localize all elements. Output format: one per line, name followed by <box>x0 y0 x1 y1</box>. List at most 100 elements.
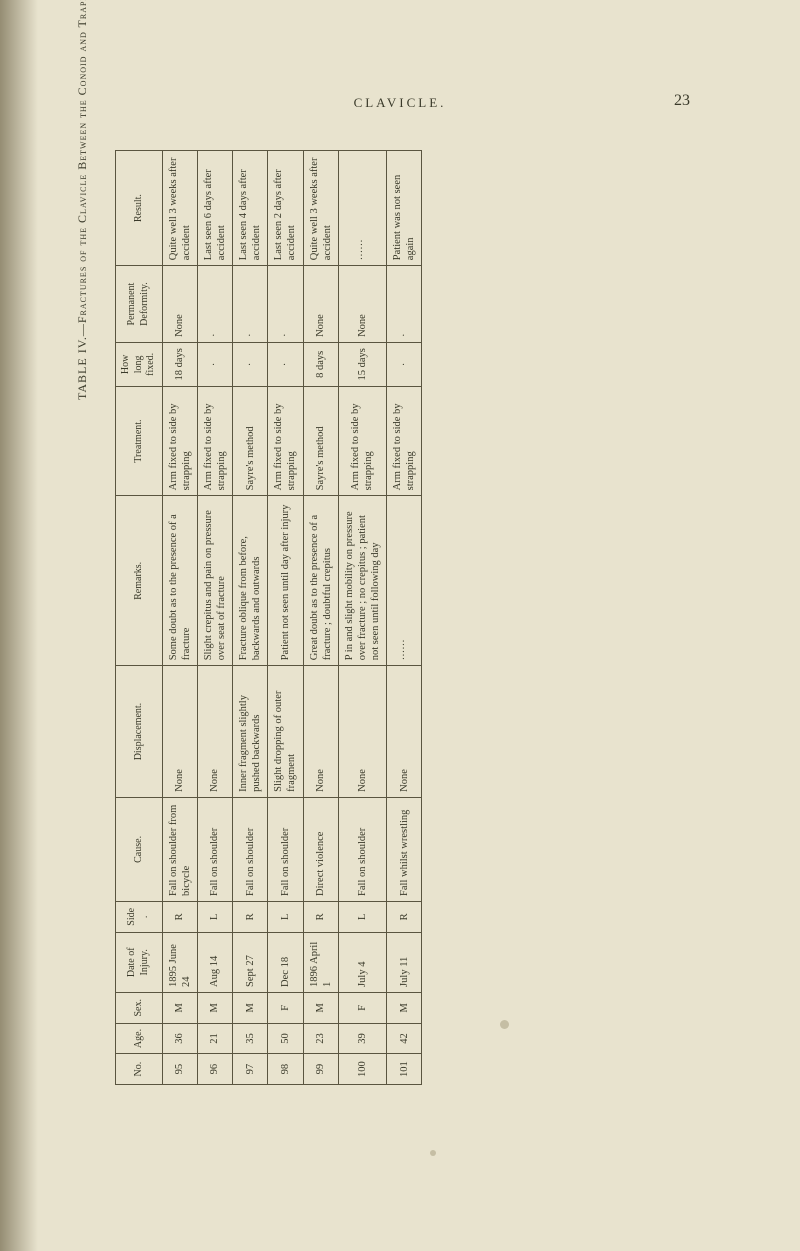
cell-howlong: 18 days <box>162 342 197 386</box>
cell-permanent: · <box>197 266 232 343</box>
table-caption: TABLE IV.—Fractures of the Clavicle Betw… <box>75 0 90 400</box>
table-header-row: No. Age. Sex. Date of Injury. Side. Caus… <box>116 151 163 1085</box>
cell-cause: Fall whilst wrestling <box>387 797 422 901</box>
cell-side: R <box>303 901 338 932</box>
cell-date: July 4 <box>338 932 386 992</box>
cell-treatment: Arm fixed to side by strapping <box>338 386 386 496</box>
cell-displacement: None <box>338 666 386 798</box>
cell-howlong: · <box>268 342 303 386</box>
cell-no: 101 <box>387 1054 422 1085</box>
cell-remarks: Fracture oblique from before, backwards … <box>233 496 268 666</box>
cell-sex: F <box>268 992 303 1023</box>
cell-side: R <box>162 901 197 932</box>
cell-permanent: None <box>303 266 338 343</box>
cell-result: Quite well 3 weeks after accident <box>303 151 338 266</box>
col-age: Age. <box>116 1023 163 1054</box>
cell-howlong: 8 days <box>303 342 338 386</box>
cell-displacement: None <box>387 666 422 798</box>
cell-treatment: Sayre's method <box>303 386 338 496</box>
cell-no: 95 <box>162 1054 197 1085</box>
cell-sex: M <box>303 992 338 1023</box>
cell-howlong: 15 days <box>338 342 386 386</box>
cell-sex: M <box>197 992 232 1023</box>
gutter-shadow <box>0 0 38 1251</box>
col-displacement: Displacement. <box>116 666 163 798</box>
cell-displacement: None <box>303 666 338 798</box>
col-no: No. <box>116 1054 163 1085</box>
col-date: Date of Injury. <box>116 932 163 992</box>
cell-age: 39 <box>338 1023 386 1054</box>
cell-cause: Direct violence <box>303 797 338 901</box>
table-body: 9536M1895 June 24RFall on shoulder from … <box>162 151 422 1085</box>
cell-result: Last seen 4 days after accident <box>233 151 268 266</box>
cell-side: L <box>268 901 303 932</box>
cell-sex: M <box>233 992 268 1023</box>
cell-remarks: Patient not seen until day after injury <box>268 496 303 666</box>
col-sex: Sex. <box>116 992 163 1023</box>
cell-date: 1896 April 1 <box>303 932 338 992</box>
cell-permanent: · <box>387 266 422 343</box>
cell-treatment: Arm fixed to side by strapping <box>268 386 303 496</box>
cell-displacement: None <box>162 666 197 798</box>
cell-remarks: P in and slight mobility on pressure ove… <box>338 496 386 666</box>
cell-treatment: Arm fixed to side by strapping <box>387 386 422 496</box>
cell-permanent: None <box>338 266 386 343</box>
cell-date: Aug 14 <box>197 932 232 992</box>
col-side: Side. <box>116 901 163 932</box>
cell-no: 97 <box>233 1054 268 1085</box>
cell-howlong: · <box>197 342 232 386</box>
cell-date: Dec 18 <box>268 932 303 992</box>
cell-result: ······ <box>338 151 386 266</box>
cell-no: 100 <box>338 1054 386 1085</box>
cell-displacement: Inner fragment slightly pushed backwards <box>233 666 268 798</box>
cell-cause: Fall on shoulder <box>338 797 386 901</box>
cell-no: 98 <box>268 1054 303 1085</box>
table-row: 9850FDec 18LFall on shoulderSlight dropp… <box>268 151 303 1085</box>
cell-age: 21 <box>197 1023 232 1054</box>
col-remarks: Remarks. <box>116 496 163 666</box>
cell-side: R <box>233 901 268 932</box>
cell-result: Last seen 2 days after accident <box>268 151 303 266</box>
cell-sex: M <box>162 992 197 1023</box>
cell-side: L <box>197 901 232 932</box>
table-row: 9536M1895 June 24RFall on shoulder from … <box>162 151 197 1085</box>
col-permanent: Permanent Deformity. <box>116 266 163 343</box>
table-row: 9735MSept 27RFall on shoulderInner fragm… <box>233 151 268 1085</box>
cell-permanent: · <box>268 266 303 343</box>
cell-howlong: · <box>387 342 422 386</box>
cell-result: Patient was not seen again <box>387 151 422 266</box>
cell-no: 96 <box>197 1054 232 1085</box>
cell-result: Quite well 3 weeks after accident <box>162 151 197 266</box>
foxing-spot <box>430 1150 436 1156</box>
cell-date: July 11 <box>387 932 422 992</box>
cell-side: R <box>387 901 422 932</box>
cell-treatment: Arm fixed to side by strapping <box>197 386 232 496</box>
cell-treatment: Arm fixed to side by strapping <box>162 386 197 496</box>
cell-howlong: · <box>233 342 268 386</box>
cell-age: 42 <box>387 1023 422 1054</box>
cell-sex: M <box>387 992 422 1023</box>
foxing-spot <box>500 1020 509 1029</box>
cell-treatment: Sayre's method <box>233 386 268 496</box>
col-howlong: How long fixed. <box>116 342 163 386</box>
cell-age: 23 <box>303 1023 338 1054</box>
cell-side: L <box>338 901 386 932</box>
table-row: 10039FJuly 4LFall on shoulderNoneP in an… <box>338 151 386 1085</box>
col-result: Result. <box>116 151 163 266</box>
col-cause: Cause. <box>116 797 163 901</box>
table-row: 9923M1896 April 1RDirect violenceNoneGre… <box>303 151 338 1085</box>
cell-sex: F <box>338 992 386 1023</box>
cell-date: Sept 27 <box>233 932 268 992</box>
cell-age: 50 <box>268 1023 303 1054</box>
cell-no: 99 <box>303 1054 338 1085</box>
table-row: 10142MJuly 11RFall whilst wrestlingNone·… <box>387 151 422 1085</box>
cell-remarks: ······ <box>387 496 422 666</box>
table-row: 9621MAug 14LFall on shoulderNoneSlight c… <box>197 151 232 1085</box>
page-number: 23 <box>674 92 690 110</box>
cell-cause: Fall on shoulder from bicycle <box>162 797 197 901</box>
cell-displacement: None <box>197 666 232 798</box>
cell-date: 1895 June 24 <box>162 932 197 992</box>
cell-cause: Fall on shoulder <box>233 797 268 901</box>
cell-cause: Fall on shoulder <box>268 797 303 901</box>
cell-result: Last seen 6 days after accident <box>197 151 232 266</box>
